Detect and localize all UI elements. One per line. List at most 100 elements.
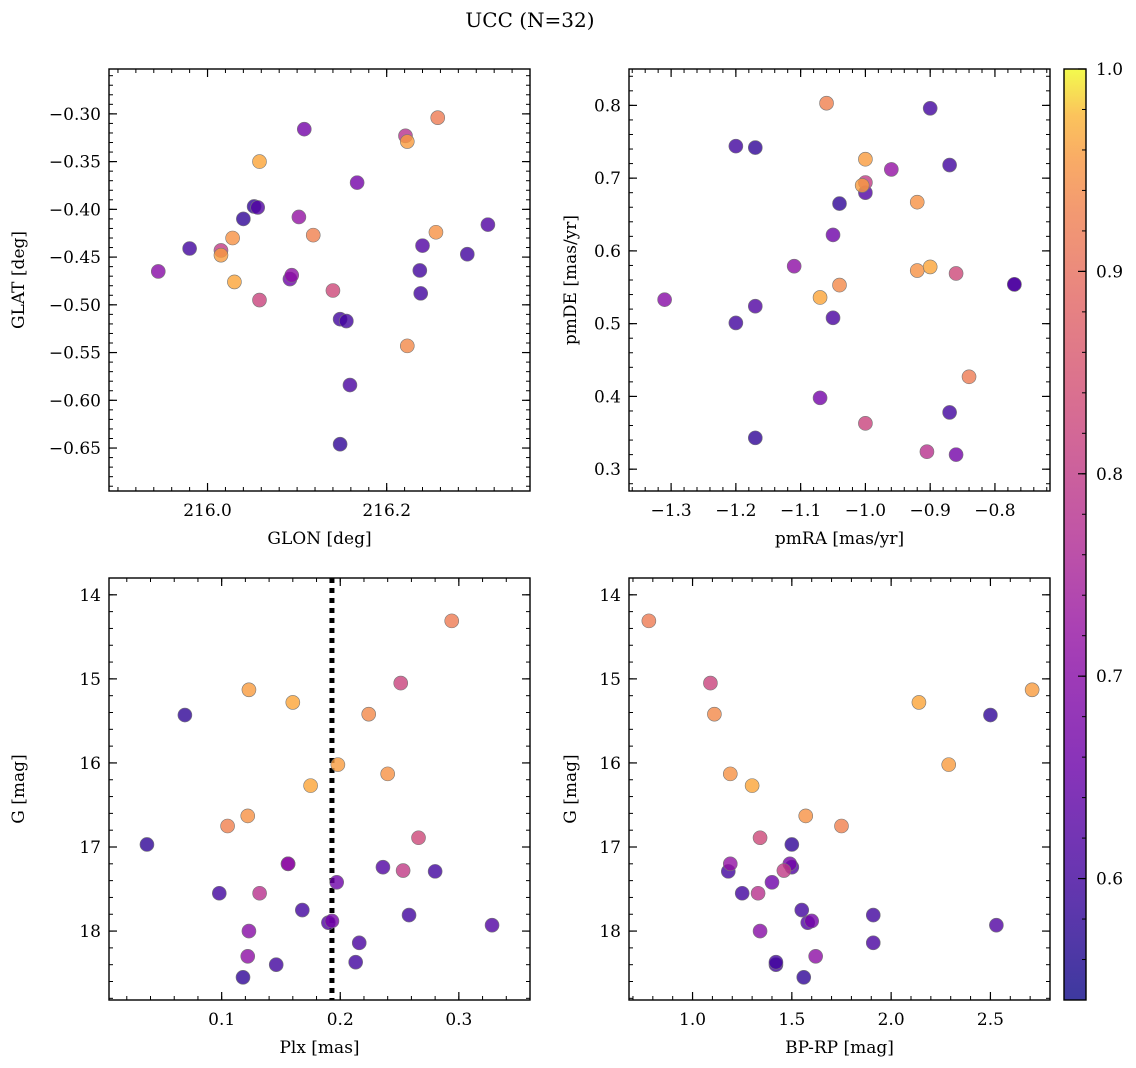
star-marker: [177, 707, 193, 723]
y-tick-label: −0.55: [49, 344, 101, 364]
star-marker: [324, 913, 340, 929]
star-marker: [941, 757, 957, 772]
star-marker: [825, 227, 841, 243]
star-marker: [380, 766, 395, 782]
star-marker: [784, 837, 800, 852]
x-axis-label: GLON [deg]: [267, 529, 371, 549]
star-marker: [744, 778, 760, 793]
y-tick-label: 16: [599, 754, 621, 774]
star-marker: [280, 856, 296, 872]
star-marker: [332, 436, 348, 452]
x-axis-label: pmRA [mas/yr]: [775, 529, 904, 549]
star-marker: [641, 613, 657, 629]
star-marker: [922, 100, 938, 116]
star-marker: [796, 970, 812, 985]
y-tick-label: 0.8: [594, 96, 621, 116]
star-marker: [413, 286, 429, 301]
star-marker: [412, 263, 428, 278]
star-marker: [349, 175, 365, 190]
x-tick-label: 2.0: [878, 1010, 905, 1030]
x-tick-label: −1.3: [650, 501, 691, 521]
star-marker: [854, 178, 870, 193]
y-tick-label: 18: [79, 922, 101, 942]
star-marker: [786, 258, 802, 274]
star-marker: [444, 613, 460, 629]
colorbar: 0.6 0.7 0.8 0.9 1.0: [1063, 60, 1123, 1001]
colorbar-tick-label: 0.9: [1096, 262, 1123, 282]
star-marker: [825, 310, 841, 326]
star-marker: [339, 313, 354, 329]
y-axis-label: G [mag]: [9, 754, 29, 823]
star-marker: [722, 856, 738, 872]
y-tick-label: 0.4: [594, 387, 621, 407]
star-marker: [411, 830, 426, 846]
x-tick-label: 1.0: [679, 1010, 706, 1030]
star-marker: [225, 230, 240, 246]
star-marker: [804, 913, 819, 929]
y-tick-label: 17: [599, 838, 621, 858]
star-marker: [285, 695, 301, 710]
star-marker: [922, 259, 938, 275]
star-marker: [415, 238, 430, 253]
star-marker: [752, 830, 768, 846]
star-marker: [211, 885, 227, 901]
star-marker: [430, 110, 446, 125]
y-tick-label: 16: [79, 754, 101, 774]
star-marker: [252, 885, 267, 901]
star-marker: [325, 283, 341, 298]
star-marker: [794, 902, 810, 918]
star-marker: [329, 875, 344, 890]
star-marker: [296, 121, 312, 137]
star-marker: [703, 675, 718, 691]
star-marker: [227, 274, 242, 290]
star-marker: [150, 264, 166, 279]
x-tick-label: −0.9: [910, 501, 951, 521]
x-tick-label: 0.2: [327, 1010, 354, 1030]
panel-bprp-g: 1.0 1.5 2.0 2.5 14 15 16 17 18 BP-RP [mag] G [mag]: [561, 577, 1051, 1058]
x-tick-label: −1.0: [845, 501, 886, 521]
colorbar-tick-label: 0.7: [1096, 667, 1123, 687]
star-marker: [252, 154, 267, 169]
star-marker: [348, 954, 363, 970]
star-marker: [305, 227, 321, 243]
star-marker: [747, 430, 763, 446]
star-marker: [401, 907, 417, 923]
y-tick-label: −0.45: [49, 248, 101, 268]
star-marker: [728, 315, 744, 331]
star-marker: [351, 935, 367, 951]
x-tick-label: −1.1: [780, 501, 821, 521]
star-marker: [1007, 277, 1022, 292]
star-marker: [330, 757, 346, 772]
star-marker: [858, 416, 873, 431]
star-marker: [808, 948, 823, 964]
star-marker: [250, 200, 265, 215]
colorbar-tick-label: 1.0: [1096, 60, 1123, 80]
y-tick-label: −0.35: [49, 153, 101, 173]
star-marker: [919, 444, 935, 460]
axes-frame: [108, 68, 531, 492]
x-tick-label: 2.5: [977, 1010, 1004, 1030]
star-marker: [427, 864, 443, 879]
star-marker: [834, 818, 849, 834]
y-tick-label: 0.5: [594, 315, 621, 335]
colorbar-gradient: [1063, 68, 1087, 1001]
y-tick-label: −0.50: [49, 296, 101, 316]
star-marker: [459, 246, 475, 262]
x-tick-label: 216.0: [183, 501, 232, 521]
panel-glon-glat: 216.0 216.2 −0.30 −0.35 −0.40 −0.45 −0.50 −0.55…: [9, 68, 531, 549]
y-axis-label: pmDE [mas/yr]: [561, 215, 581, 345]
star-marker: [819, 95, 834, 111]
y-tick-label: 15: [599, 670, 621, 690]
star-marker: [989, 917, 1004, 933]
star-marker: [241, 923, 257, 939]
star-marker: [722, 766, 738, 782]
star-marker: [240, 808, 256, 824]
y-tick-label: −0.30: [49, 105, 101, 125]
star-marker: [399, 338, 415, 354]
y-tick-label: 0.7: [594, 169, 621, 189]
star-marker: [235, 970, 251, 985]
star-marker: [707, 706, 722, 722]
y-tick-label: −0.40: [49, 200, 101, 220]
x-axis-label: BP-RP [mag]: [785, 1038, 894, 1058]
